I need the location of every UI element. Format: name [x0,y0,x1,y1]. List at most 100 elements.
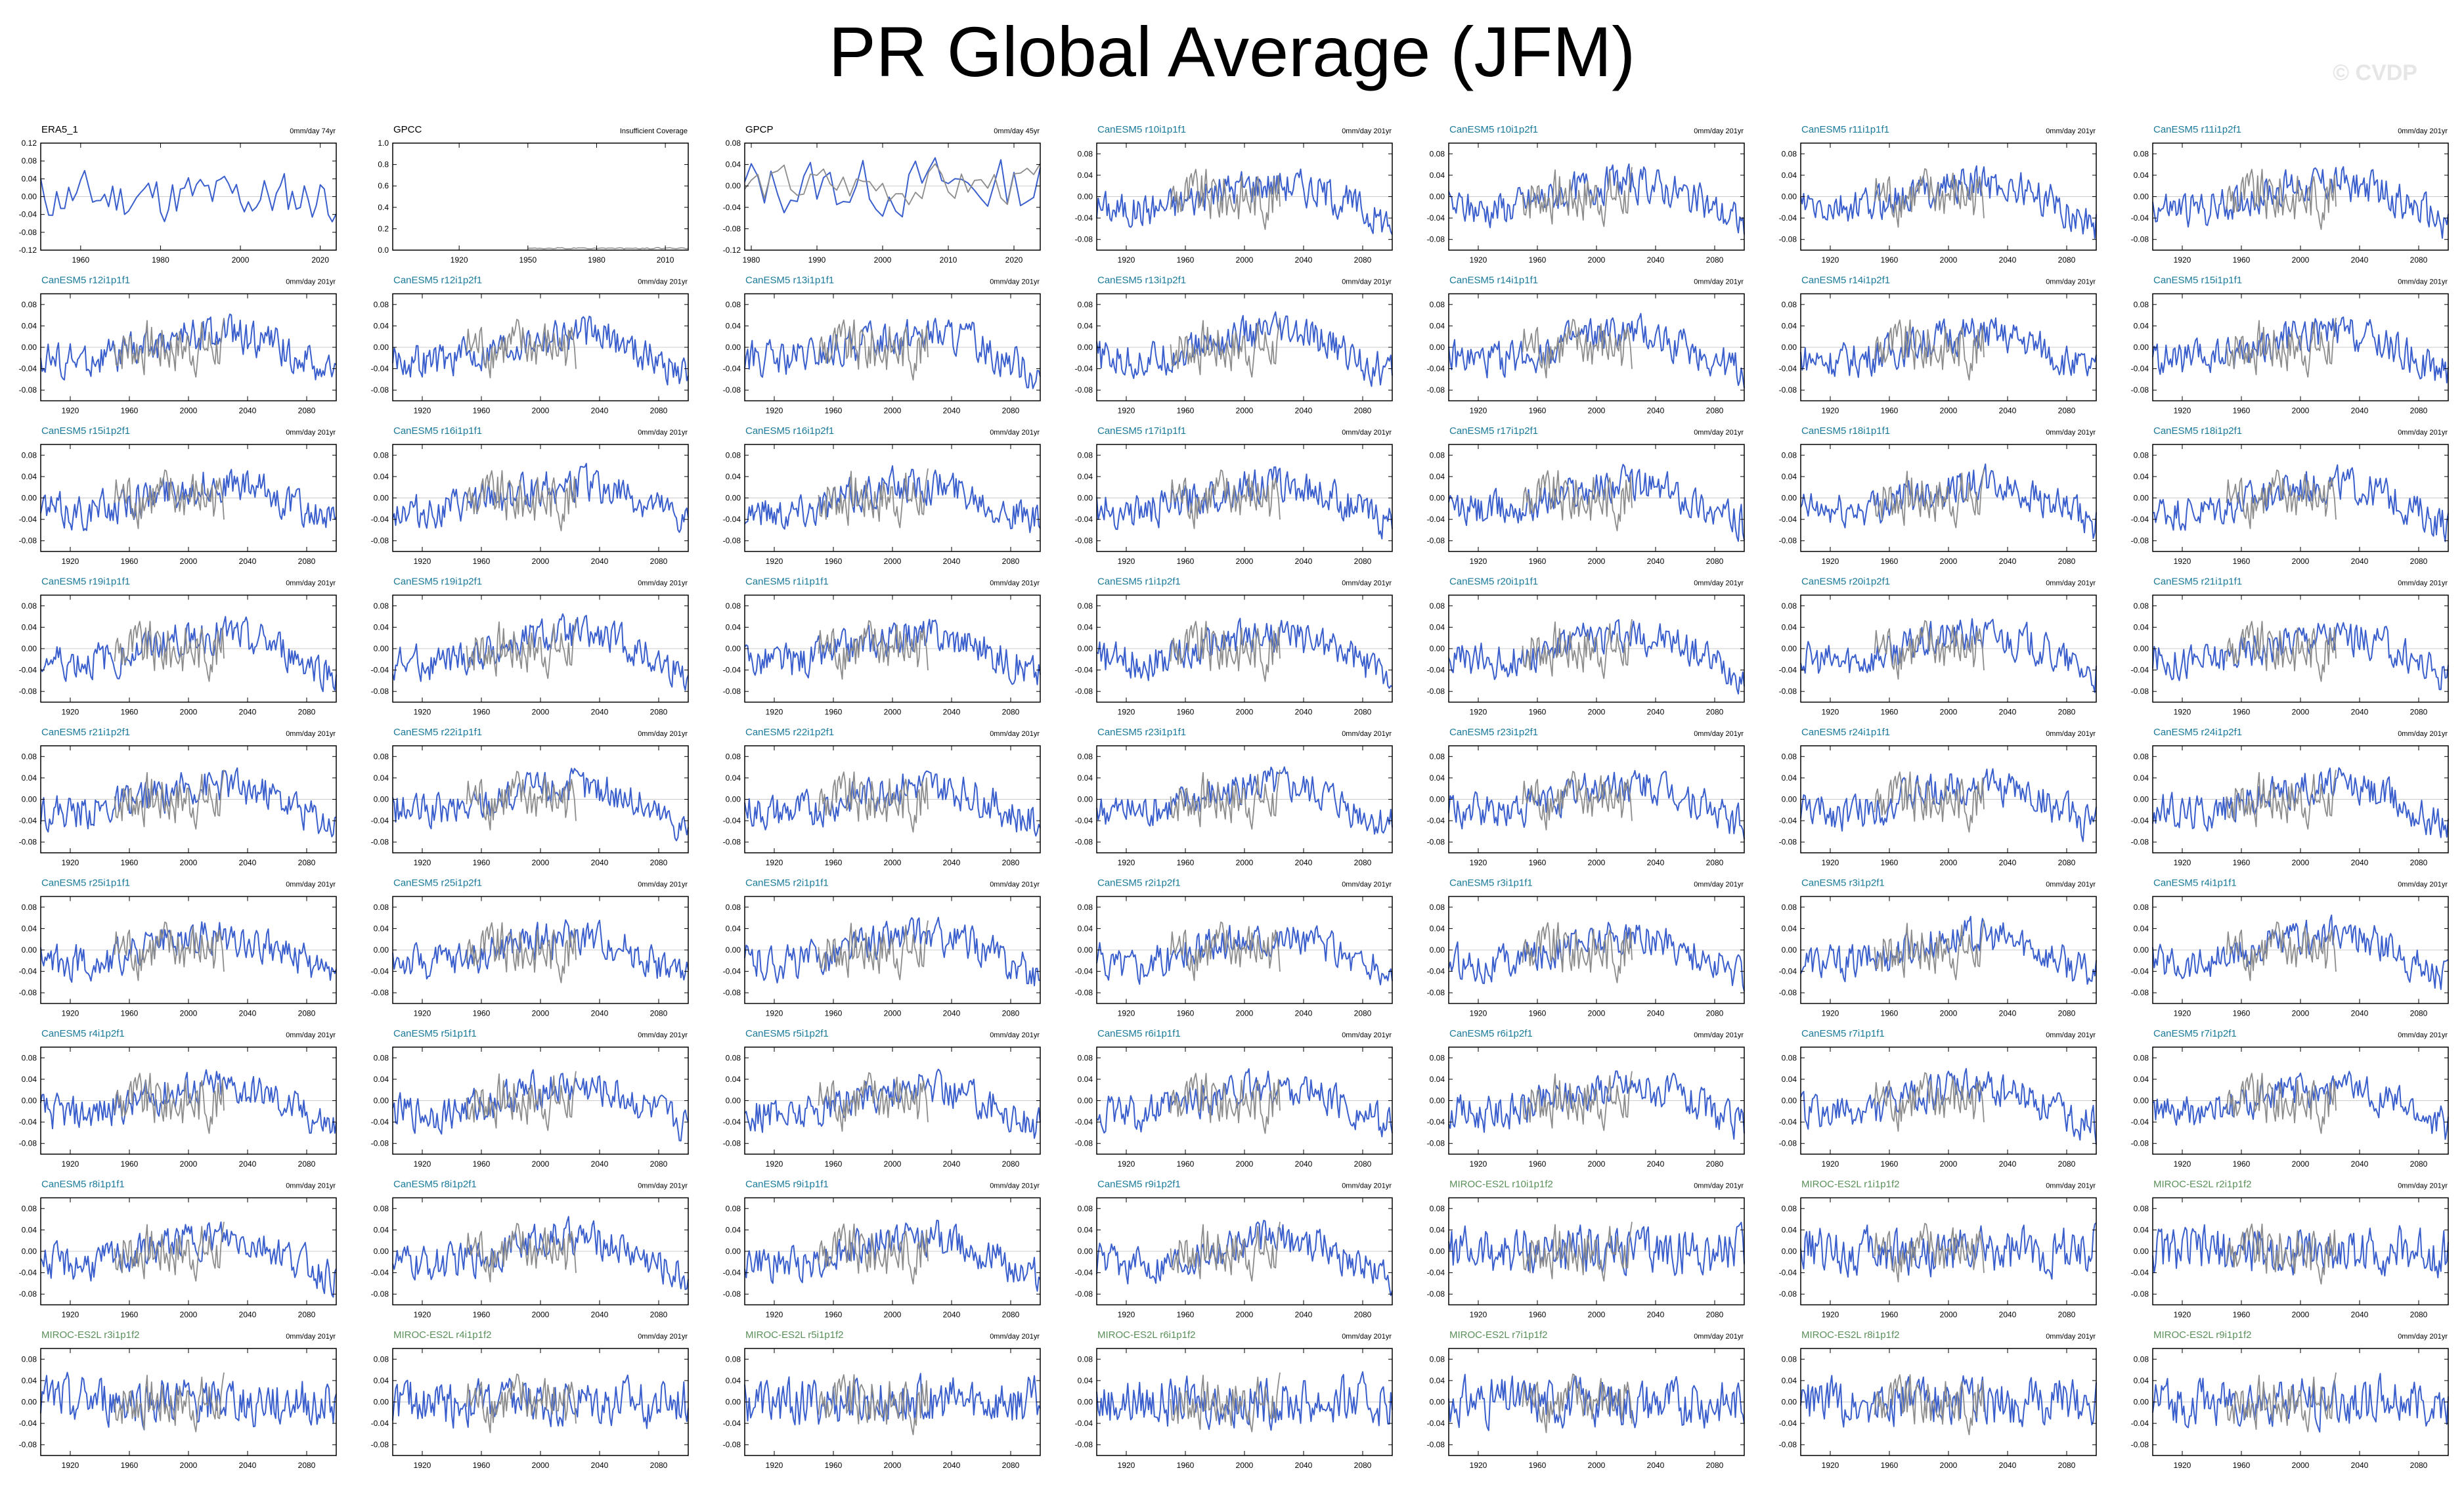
y-tick-label: -0.04 [1075,213,1093,223]
chart-panel: CanESM5 r3i1p2f1 0mm/day 201yr 0.08 0.04 0.0… [1779,878,2097,1018]
y-tick-label: 0.04 [374,1225,389,1234]
panel-title: CanESM5 r21i1p1f1 [2153,576,2242,588]
x-tick-label: 1920 [1822,1461,1839,1470]
panel-title: CanESM5 r16i1p2f1 [745,425,834,437]
x-tick-label: 2080 [1354,557,1372,566]
y-tick-label: 0.04 [726,924,741,933]
y-tick-label: 0.04 [1430,171,1445,180]
y-tick-label: 0.04 [22,1376,37,1385]
x-tick-label: 2000 [884,1159,902,1169]
chart-panel: CanESM5 r15i1p2f1 0mm/day 201yr 0.08 0.04 0.… [19,425,337,566]
model-series-line [1096,168,1393,236]
x-tick-label: 2000 [532,557,550,566]
y-tick-label: -0.04 [723,967,741,976]
y-tick-label: 0.08 [22,601,37,611]
x-tick-label: 1920 [62,406,79,416]
y-tick-label: -0.08 [1427,385,1445,395]
x-tick-label: 1960 [1529,406,1547,416]
chart-panel: MIROC-ES2L r3i1p1f2 0mm/day 201yr 0.08 0.04… [19,1329,337,1470]
x-tick-label: 1960 [825,406,843,416]
x-tick-label: 1920 [1118,255,1135,265]
model-series-line [40,1069,337,1134]
x-tick-label: 1960 [1177,1159,1195,1169]
y-tick-label: 0.00 [374,795,389,804]
x-tick-label: 2080 [1706,1461,1724,1470]
y-tick-label: -0.08 [2131,235,2149,244]
panel-units: 0mm/day 201yr [2398,881,2448,889]
panel-title: CanESM5 r24i1p1f1 [1801,727,1890,738]
x-tick-label: 2040 [1295,406,1313,416]
y-tick-label: -0.08 [1427,1440,1445,1450]
chart-panel: MIROC-ES2L r6i1p1f2 0mm/day 201yr 0.08 0.04… [1075,1329,1393,1470]
x-tick-label: 1960 [121,1310,139,1320]
model-series-line [744,916,1041,987]
y-tick-label: 0.00 [1430,644,1445,653]
panel-units: 0mm/day 201yr [2046,1031,2096,1039]
model-series-line [392,315,689,386]
y-tick-label: -0.04 [371,816,389,825]
y-tick-label: 0.00 [2134,494,2149,503]
x-tick-label: 2040 [239,858,257,867]
panel-title: CanESM5 r11i1p2f1 [2153,124,2241,135]
x-tick-label: 1960 [825,1310,843,1320]
y-tick-label: -0.04 [2131,515,2149,524]
panel-title: MIROC-ES2L r6i1p1f2 [1097,1329,1196,1341]
y-tick-label: 0.04 [374,924,389,933]
x-tick-label: 1920 [1118,858,1135,867]
y-tick-label: 0.04 [374,321,389,330]
observation-series-line [818,1072,929,1132]
model-series-line [40,469,337,531]
x-tick-label: 1920 [414,708,431,717]
panel-units: 0mm/day 201yr [1694,1182,1744,1190]
model-series-line [392,767,689,842]
panel-units: 0mm/day 201yr [990,881,1040,889]
y-tick-label: 0.00 [1782,644,1797,653]
model-series-line [2152,622,2449,691]
x-tick-label: 2000 [180,1159,198,1169]
observation-series-line [2226,921,2337,981]
x-tick-label: 1960 [2233,708,2251,717]
x-tick-label: 1960 [1529,1009,1547,1018]
y-tick-label: 0.08 [1078,601,1093,611]
x-tick-label: 2010 [940,255,957,265]
x-tick-label: 2000 [1236,255,1254,265]
x-tick-label: 2040 [1999,255,2017,265]
y-tick-label: 0.08 [1430,300,1445,309]
observation-series-line [2226,469,2337,529]
y-tick-label: 0.08 [1430,450,1445,460]
x-tick-label: 2040 [591,1310,609,1320]
observation-series-line [1522,1221,1633,1282]
observation-series-line [1874,771,1985,833]
x-tick-label: 1920 [766,1159,783,1169]
y-tick-label: 0.08 [374,601,389,611]
observation-series-line [466,1222,577,1283]
panel-title: MIROC-ES2L r10i1p1f2 [1449,1179,1553,1190]
x-tick-label: 1920 [2174,858,2191,867]
x-tick-label: 2040 [591,708,609,717]
x-tick-label: 2000 [1588,406,1606,416]
panel-units: 0mm/day 201yr [1342,127,1392,135]
panel-units: 0mm/day 201yr [2398,1182,2448,1190]
x-tick-label: 1960 [1529,858,1547,867]
observation-series-line [114,620,225,682]
y-tick-label: 0.04 [1430,622,1445,632]
x-tick-label: 2040 [1647,406,1665,416]
x-tick-label: 1960 [2233,406,2251,416]
y-tick-label: 0.04 [1782,321,1797,330]
y-tick-label: -0.04 [723,1419,741,1428]
x-tick-label: 1960 [2233,255,2251,265]
chart-panel: CanESM5 r17i1p1f1 0mm/day 201yr 0.08 0.04 0.… [1075,425,1393,566]
y-tick-label: -0.08 [2131,988,2149,997]
panel-title: CanESM5 r5i1p1f1 [393,1028,477,1039]
x-tick-label: 1960 [825,1009,843,1018]
x-tick-label: 2040 [1647,1310,1665,1320]
x-tick-label: 1920 [2174,1461,2191,1470]
observation-series-line [466,1373,577,1433]
model-series-line [392,1069,689,1142]
y-tick-label: -0.04 [1075,515,1093,524]
panel-title: CanESM5 r14i1p1f1 [1449,275,1538,286]
x-tick-label: 2040 [943,1310,961,1320]
y-tick-label: -0.04 [723,203,741,212]
panel-units: 0mm/day 201yr [1342,580,1392,588]
chart-panel: CanESM5 r20i1p2f1 0mm/day 201yr 0.08 0.04 0.… [1779,576,2097,717]
